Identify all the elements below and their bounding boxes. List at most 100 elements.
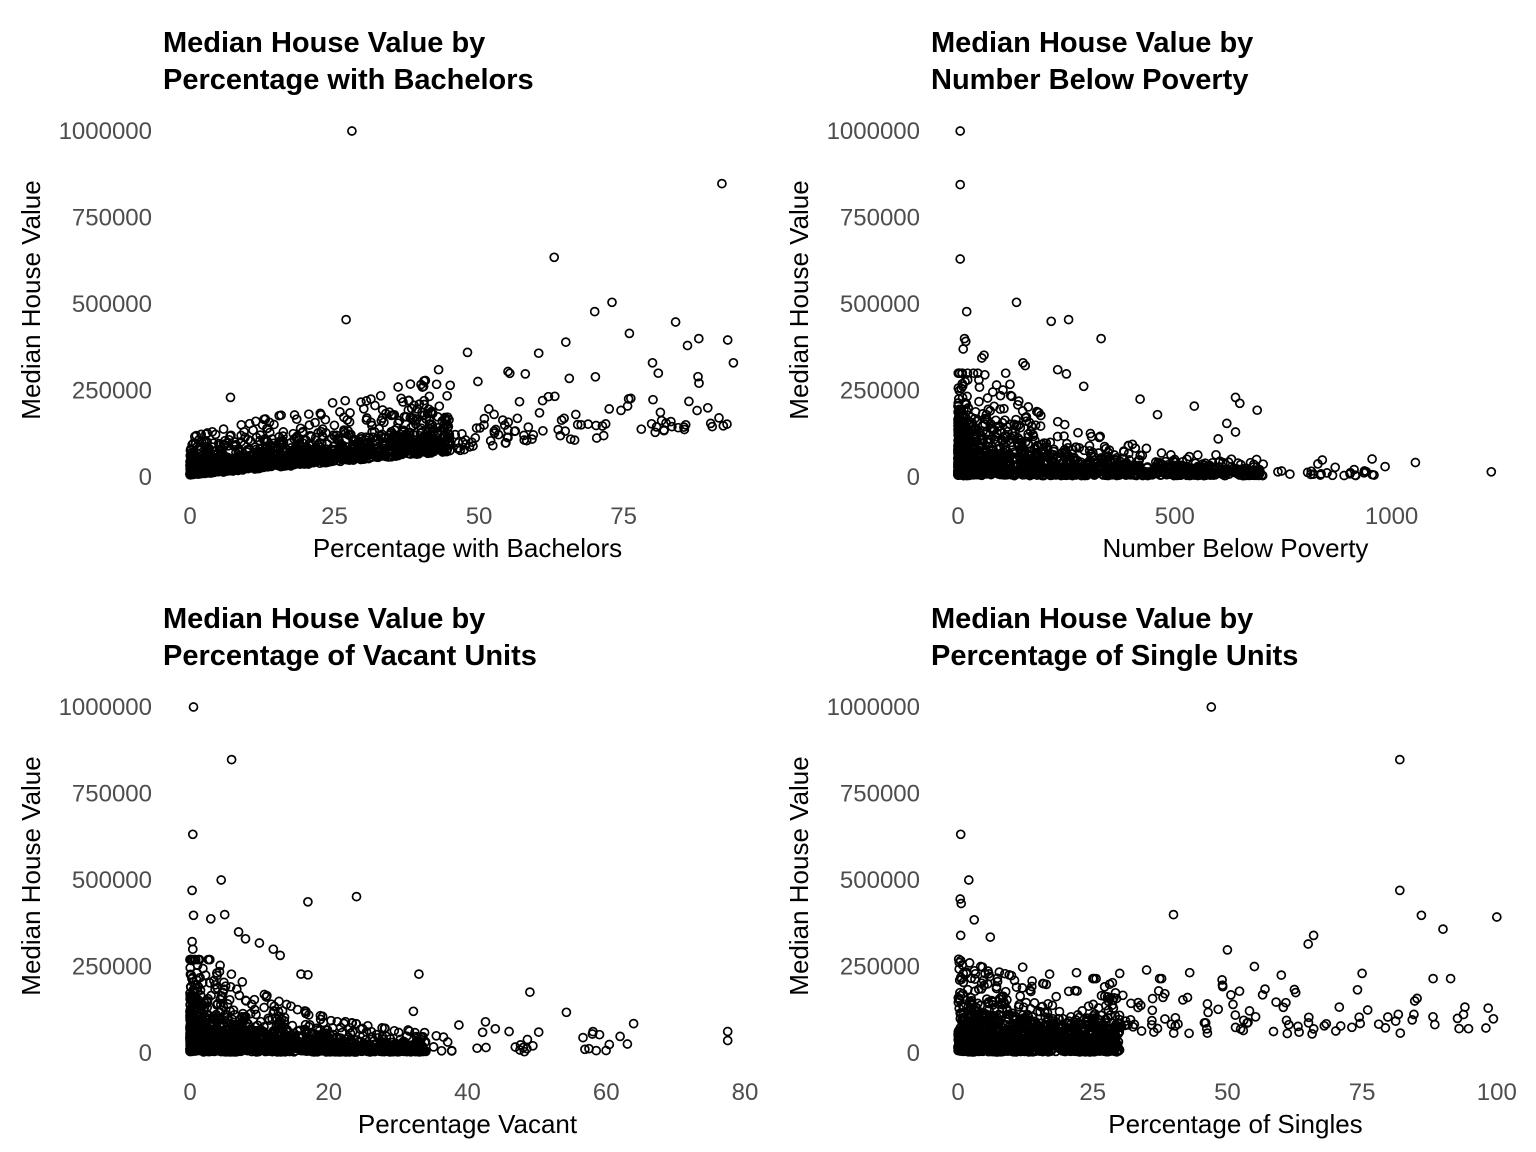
data-point xyxy=(202,1014,213,1025)
data-point xyxy=(189,1043,200,1054)
x-tick-label: 0 xyxy=(951,503,964,530)
outlier-point xyxy=(1046,316,1057,327)
data-point xyxy=(1061,465,1072,476)
data-point xyxy=(682,340,693,351)
data-point xyxy=(1011,420,1022,431)
data-point xyxy=(1037,439,1047,450)
data-point xyxy=(957,381,968,391)
data-point xyxy=(400,437,410,447)
data-point xyxy=(992,976,1003,987)
y-tick-label: 0 xyxy=(907,464,920,491)
x-tick-label: 0 xyxy=(951,1079,964,1106)
data-point xyxy=(367,1032,377,1042)
data-point xyxy=(201,451,212,461)
data-point xyxy=(461,439,471,450)
data-point xyxy=(309,446,320,457)
panel-title-line2: Percentage with Bachelors xyxy=(163,64,534,96)
data-point xyxy=(193,954,204,965)
y-tick-label: 0 xyxy=(139,464,152,491)
y-tick-label: 1000000 xyxy=(827,694,920,721)
data-point xyxy=(274,1019,285,1030)
data-point xyxy=(211,1039,222,1050)
data-point xyxy=(1257,470,1268,481)
x-tick-label: 60 xyxy=(593,1079,620,1106)
data-point xyxy=(236,419,247,430)
data-point xyxy=(241,1040,252,1051)
data-point xyxy=(684,396,694,407)
data-point xyxy=(1086,431,1097,442)
data-point xyxy=(226,969,237,980)
data-point xyxy=(345,1028,356,1039)
data-point xyxy=(973,457,984,468)
outlier-point xyxy=(393,382,403,392)
x-tick-label: 80 xyxy=(732,1079,759,1106)
outlier-point xyxy=(1313,459,1323,469)
outlier-point xyxy=(722,335,733,345)
data-point xyxy=(1160,467,1171,478)
outlier-point xyxy=(1011,297,1022,308)
data-point xyxy=(419,395,430,406)
data-point xyxy=(442,1037,453,1047)
data-point xyxy=(434,401,445,412)
data-point xyxy=(1308,469,1319,479)
data-point xyxy=(344,417,355,427)
scatter-panel-poverty: Median House Value by Number Below Pover… xyxy=(784,27,1497,563)
data-point xyxy=(203,993,213,1004)
data-point xyxy=(1023,402,1034,412)
data-point xyxy=(1062,438,1072,449)
data-point xyxy=(974,396,984,407)
data-point xyxy=(320,1038,331,1049)
outlier-point xyxy=(728,357,739,368)
data-point xyxy=(335,407,345,417)
data-point xyxy=(954,454,965,465)
outlier-point xyxy=(624,328,635,339)
data-point xyxy=(1073,427,1083,438)
data-point xyxy=(204,464,214,474)
data-point xyxy=(186,970,197,980)
data-point xyxy=(331,430,342,441)
y-tick-label: 750000 xyxy=(72,781,152,808)
data-point xyxy=(1020,412,1031,423)
data-point xyxy=(604,404,615,414)
data-point xyxy=(204,977,215,988)
data-point xyxy=(407,436,417,447)
data-point xyxy=(418,435,429,446)
data-point xyxy=(485,435,496,446)
data-point xyxy=(479,413,490,424)
data-point xyxy=(560,426,571,436)
data-point xyxy=(450,429,461,440)
data-point xyxy=(590,371,601,382)
data-point xyxy=(519,430,529,441)
data-point xyxy=(591,420,601,431)
outlier-point xyxy=(520,369,531,379)
data-point xyxy=(370,435,381,446)
points-group xyxy=(953,126,1497,481)
data-point xyxy=(1051,991,1062,1002)
data-point xyxy=(340,395,351,406)
outlier-point xyxy=(543,391,554,402)
data-point xyxy=(1030,420,1041,431)
data-point xyxy=(418,418,429,428)
data-point xyxy=(289,444,300,454)
outlier-point xyxy=(587,1029,598,1039)
outlier-point xyxy=(722,1035,733,1046)
data-point xyxy=(499,420,510,431)
data-point xyxy=(556,415,567,426)
data-point xyxy=(425,445,436,456)
data-point xyxy=(375,390,386,401)
data-point xyxy=(960,399,971,410)
data-point xyxy=(269,419,279,430)
data-point xyxy=(310,417,320,428)
data-point xyxy=(225,1044,236,1055)
outlier-point xyxy=(607,297,617,308)
data-point xyxy=(481,1042,491,1053)
outlier-point xyxy=(490,1023,501,1034)
data-point xyxy=(997,435,1008,446)
data-point xyxy=(439,430,449,440)
x-tick-label: 25 xyxy=(321,503,348,530)
data-point xyxy=(974,467,985,477)
data-point xyxy=(995,404,1006,415)
x-axis-title: Percentage of Singles xyxy=(1108,1109,1362,1139)
data-point xyxy=(343,426,354,436)
data-point xyxy=(504,368,515,379)
